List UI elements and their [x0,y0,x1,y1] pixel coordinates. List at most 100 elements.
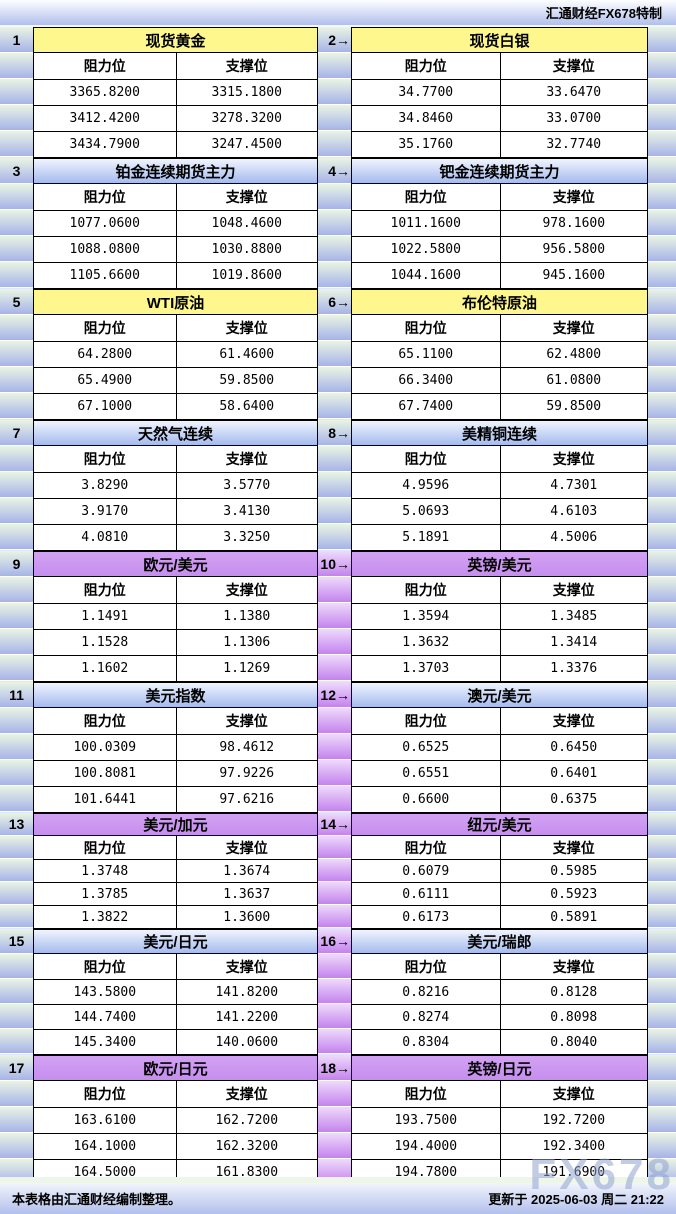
resistance-value: 100.0309 [34,734,176,760]
right-margin-column [648,289,676,420]
quote-panel: 美元/日元 阻力位 支撑位 143.5800 141.8200 144.7400 141.2… [33,929,318,1055]
margin-cell [648,954,676,979]
resistance-value: 3.8290 [34,472,176,498]
resistance-value: 66.3400 [352,367,500,393]
support-value: 1.3674 [175,859,317,882]
section-row: 9 欧元/美元 阻力位 支撑位 1.1491 1.1380 1.1528 1.1306 1.16… [0,551,676,682]
support-value: 162.3200 [175,1133,317,1159]
resistance-value: 65.1100 [352,341,500,367]
spacer-cell [318,836,351,859]
quote-panel: 美精铜连续 阻力位 支撑位 4.9596 4.7301 5.0693 4.6103 5.189… [351,420,648,551]
quote-panel: 英镑/美元 阻力位 支撑位 1.3594 1.3485 1.3632 1.3414 1.370… [351,551,648,682]
resistance-value: 0.6173 [352,905,500,928]
resistance-value: 1.3632 [352,629,500,655]
margin-cell [648,420,676,446]
left-margin-column: 9 [0,551,33,682]
resistance-value: 164.1000 [34,1133,176,1159]
margin-cell [648,708,676,734]
margin-cell [0,315,33,341]
panel-title: 钯金连续期货主力 [352,159,647,184]
panel-number-arrow-cell: 18→ [318,1055,351,1081]
support-value: 59.8500 [175,367,317,393]
section-row: 17 欧元/日元 阻力位 支撑位 163.6100 162.7200 164.1000 162… [0,1055,676,1186]
support-value: 1048.4600 [175,210,317,236]
section-row: 7 天然气连续 阻力位 支撑位 3.8290 3.5770 3.9170 3.4130 4.08… [0,420,676,551]
resistance-header: 阻力位 [352,954,500,979]
margin-cell [648,629,676,655]
margin-cell [648,472,676,498]
support-value: 192.7200 [499,1107,647,1133]
margin-cell [648,682,676,708]
spacer-cell [318,367,351,393]
section-row: 13 美元/加元 阻力位 支撑位 1.3748 1.3674 1.3785 1.3637 1.3… [0,813,676,929]
spacer-cell [318,446,351,472]
spacer-cell [318,859,351,882]
left-margin-column: 17 [0,1055,33,1186]
support-value: 1.1306 [175,629,317,655]
support-header: 支撑位 [175,446,317,472]
support-value: 32.7740 [499,131,647,157]
panel-number-cell: 3 [0,158,33,184]
quote-panel: 钯金连续期货主力 阻力位 支撑位 1011.1600 978.1600 1022.5800… [351,158,648,289]
margin-cell [648,367,676,393]
resistance-header: 阻力位 [352,446,500,472]
resistance-value: 194.4000 [352,1133,500,1159]
resistance-header: 阻力位 [34,836,176,859]
support-header: 支撑位 [175,708,317,734]
resistance-value: 143.5800 [34,979,176,1004]
resistance-value: 1.3785 [34,882,176,905]
support-value: 0.5891 [499,905,647,928]
left-margin-column: 1 [0,27,33,158]
support-value: 1019.8600 [175,262,317,288]
resistance-value: 1022.5800 [352,236,500,262]
panel-number-cell: 7 [0,420,33,446]
margin-cell [648,1133,676,1159]
spacer-cell [318,760,351,786]
resistance-value: 1088.0800 [34,236,176,262]
panel-number-arrow-cell: 12→ [318,682,351,708]
spacer-cell [318,708,351,734]
support-value: 141.2200 [175,1004,317,1029]
support-header: 支撑位 [499,954,647,979]
margin-cell [0,393,33,419]
resistance-value: 3365.8200 [34,79,176,105]
panel-number-arrow-cell: 6→ [318,289,351,315]
spacer-cell [318,79,351,105]
margin-cell [0,236,33,262]
margin-cell [0,734,33,760]
resistance-header: 阻力位 [352,836,500,859]
margin-cell [648,262,676,288]
resistance-value: 1044.1600 [352,262,500,288]
margin-cell [0,905,33,928]
margin-cell [648,859,676,882]
support-value: 61.0800 [499,367,647,393]
quote-panel: 现货黄金 阻力位 支撑位 3365.8200 3315.1800 3412.4200 327… [33,27,318,158]
panel-title: 纽元/美元 [352,814,647,836]
support-value: 3.3250 [175,524,317,550]
support-value: 1030.8800 [175,236,317,262]
margin-cell [0,577,33,603]
resistance-value: 64.2800 [34,341,176,367]
margin-cell [0,629,33,655]
resistance-value: 0.8216 [352,979,500,1004]
resistance-header: 阻力位 [352,708,500,734]
bottom-strip [0,1177,676,1183]
brand-label: 汇通财经FX678特制 [545,6,662,21]
support-header: 支撑位 [499,708,647,734]
top-bar: 汇通财经FX678特制 [0,0,676,27]
resistance-value: 1.1602 [34,655,176,681]
support-header: 支撑位 [175,836,317,859]
panel-number-cell: 1 [0,27,33,53]
margin-cell [648,236,676,262]
resistance-value: 163.6100 [34,1107,176,1133]
resistance-value: 0.8304 [352,1029,500,1054]
support-header: 支撑位 [499,836,647,859]
spacer-cell [318,472,351,498]
spacer-column: 4→ [318,158,351,289]
spacer-cell [318,131,351,157]
panel-number-arrow-cell: 10→ [318,551,351,577]
spacer-column: 10→ [318,551,351,682]
resistance-header: 阻力位 [352,315,500,341]
left-margin-column: 15 [0,929,33,1055]
margin-cell [648,551,676,577]
